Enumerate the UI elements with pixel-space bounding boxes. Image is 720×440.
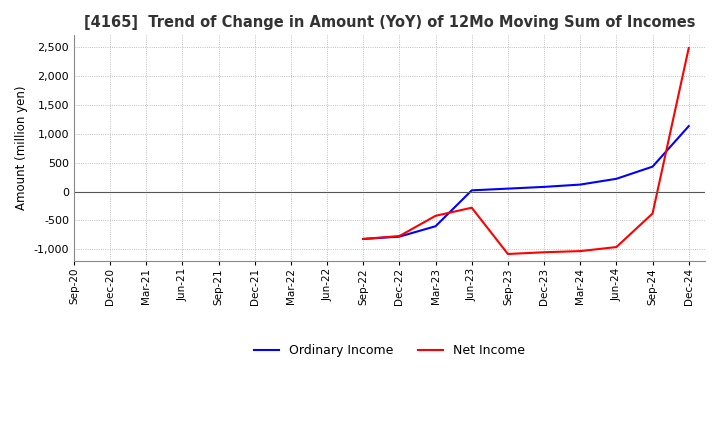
- Net Income: [503, 251, 512, 257]
- Line: Net Income: Net Income: [363, 48, 689, 254]
- Net Income: [576, 249, 585, 254]
- Net Income: [612, 244, 621, 249]
- Net Income: [685, 45, 693, 51]
- Legend: Ordinary Income, Net Income: Ordinary Income, Net Income: [249, 339, 530, 363]
- Ordinary Income: [540, 184, 549, 190]
- Net Income: [359, 236, 367, 242]
- Ordinary Income: [431, 224, 440, 229]
- Net Income: [540, 249, 549, 255]
- Line: Ordinary Income: Ordinary Income: [363, 126, 689, 239]
- Ordinary Income: [576, 182, 585, 187]
- Net Income: [395, 234, 404, 239]
- Y-axis label: Amount (million yen): Amount (million yen): [15, 86, 28, 210]
- Ordinary Income: [467, 188, 476, 193]
- Net Income: [431, 213, 440, 218]
- Ordinary Income: [395, 234, 404, 239]
- Net Income: [467, 205, 476, 210]
- Net Income: [648, 211, 657, 216]
- Ordinary Income: [503, 186, 512, 191]
- Ordinary Income: [359, 236, 367, 242]
- Title: [4165]  Trend of Change in Amount (YoY) of 12Mo Moving Sum of Incomes: [4165] Trend of Change in Amount (YoY) o…: [84, 15, 696, 30]
- Ordinary Income: [612, 176, 621, 181]
- Ordinary Income: [685, 124, 693, 129]
- Ordinary Income: [648, 164, 657, 169]
